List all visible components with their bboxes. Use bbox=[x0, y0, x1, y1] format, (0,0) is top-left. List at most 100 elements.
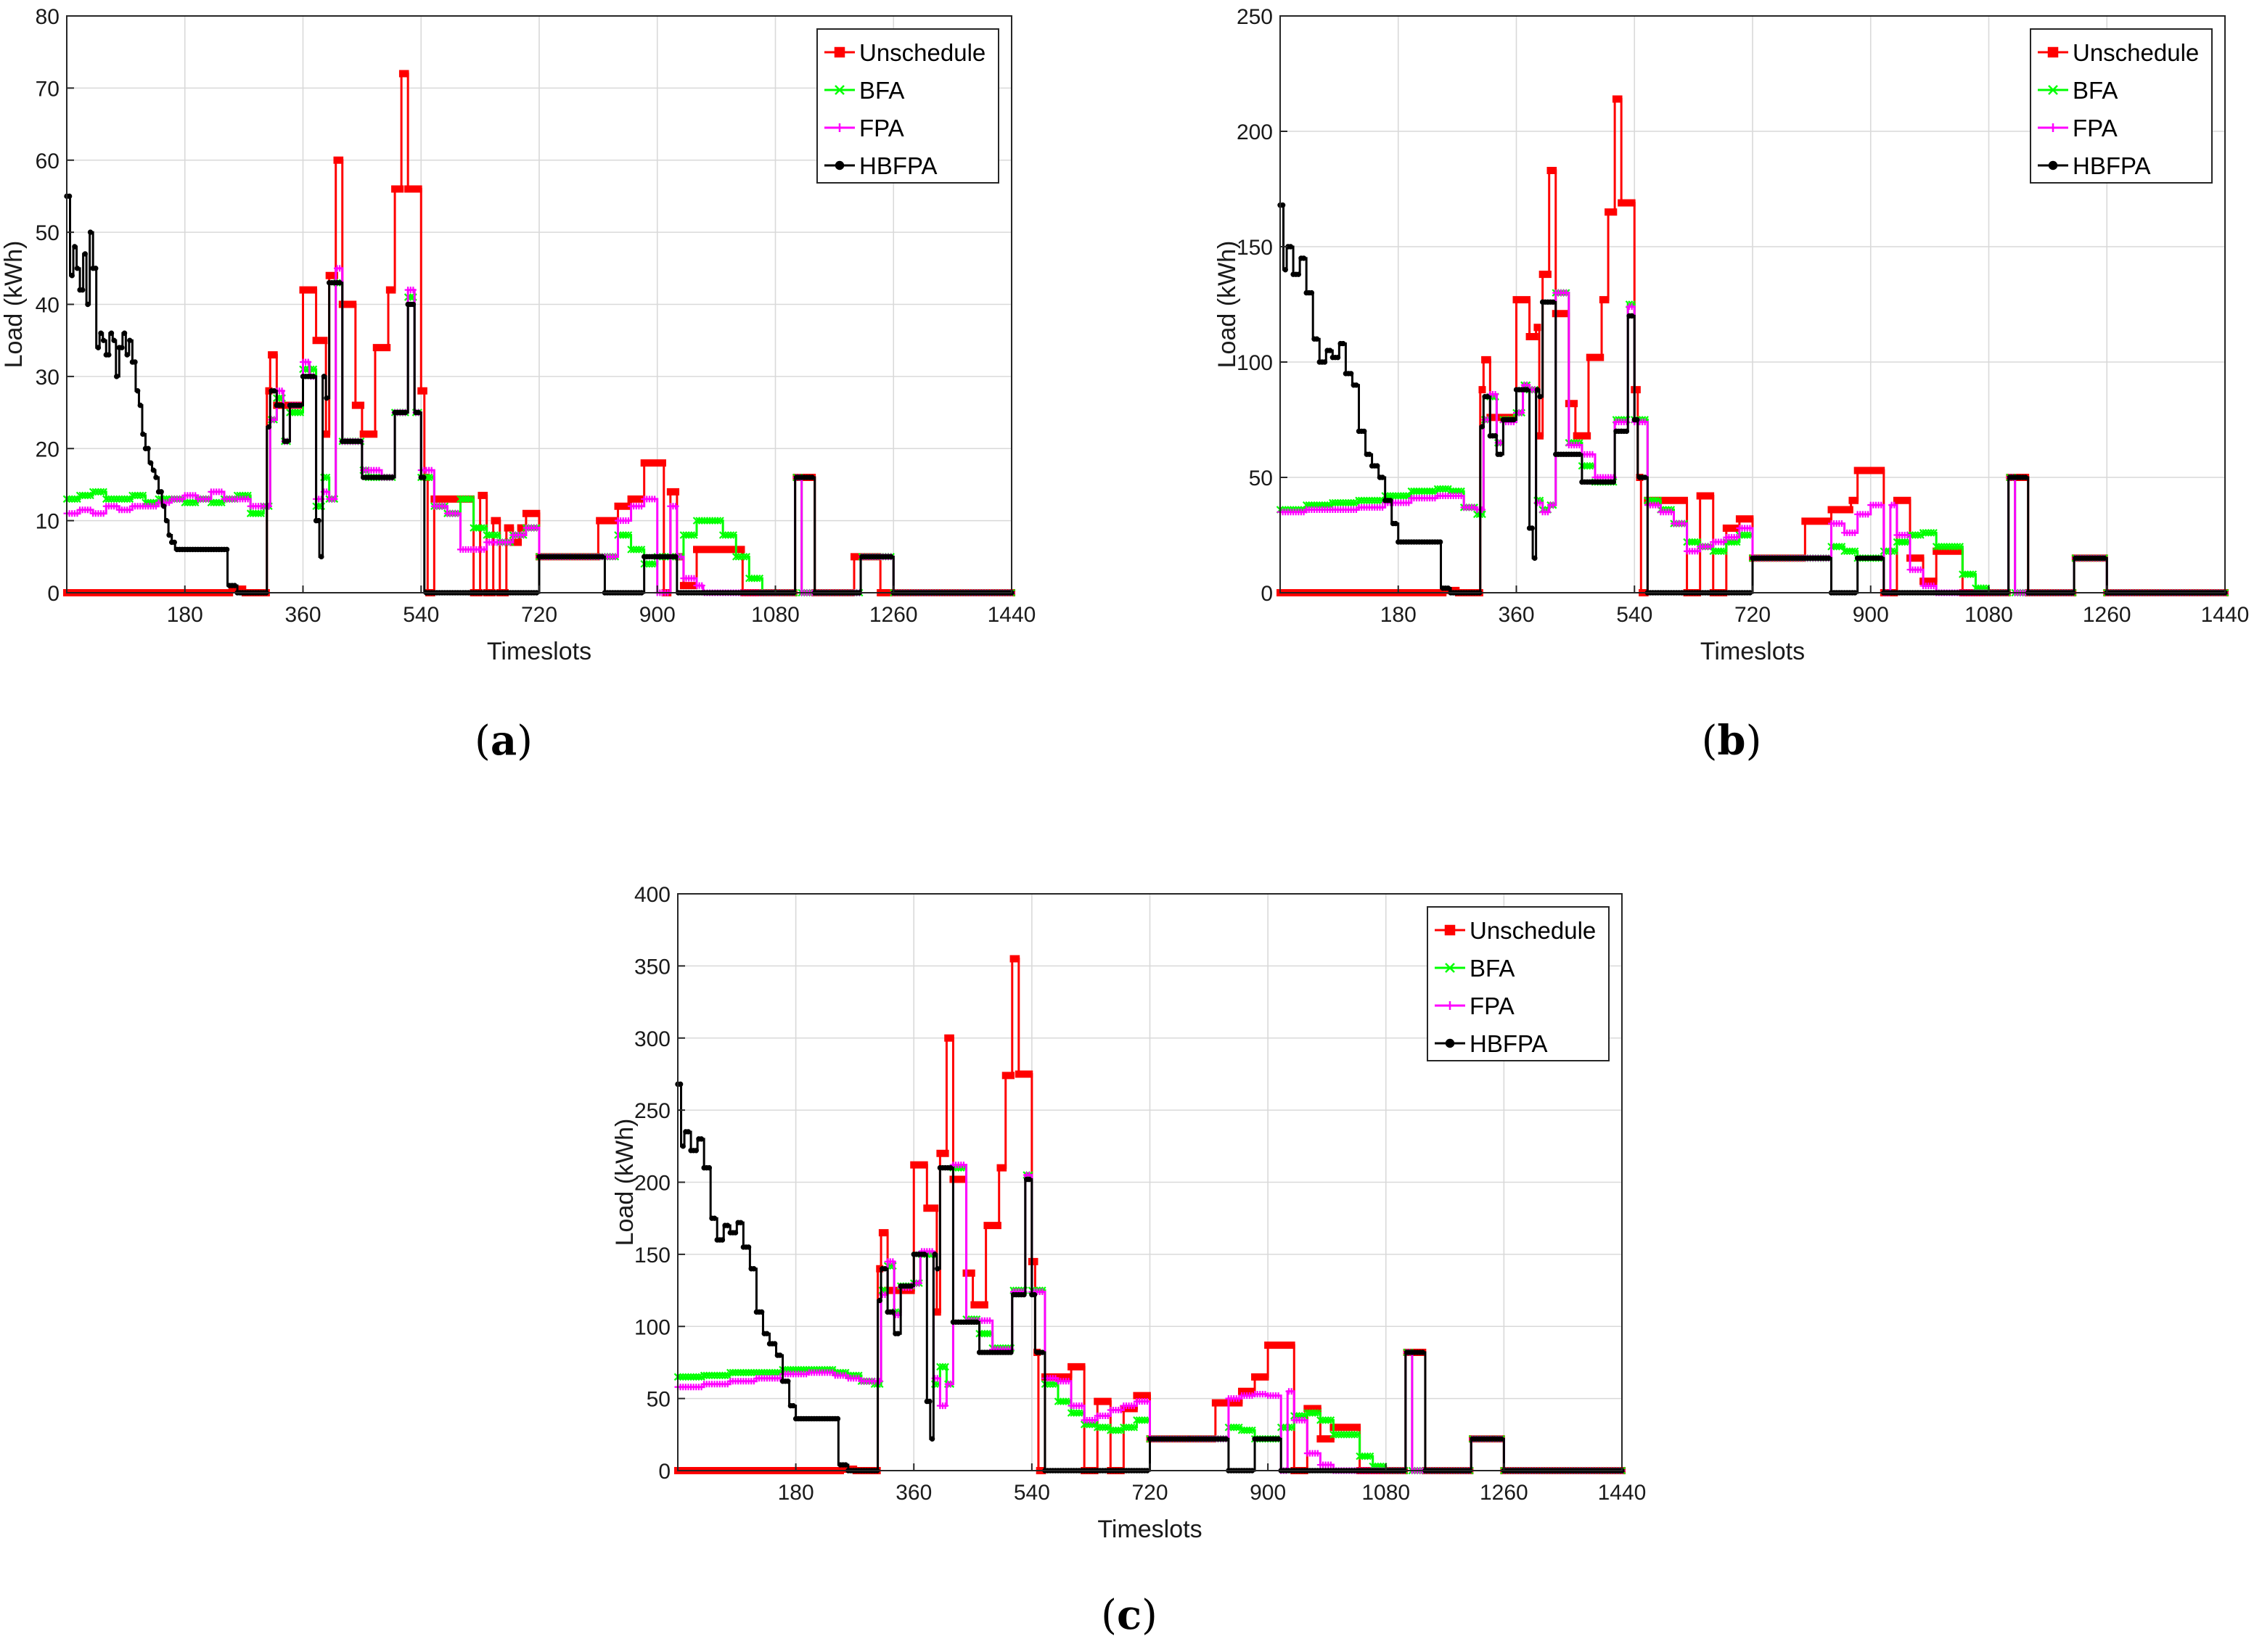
legend-label: BFA bbox=[859, 77, 904, 104]
x-axis-label: Timeslots bbox=[487, 638, 591, 665]
x-tick-label: 180 bbox=[167, 603, 203, 627]
legend-entry-bfa: BFA bbox=[2038, 77, 2118, 104]
y-tick-label: 200 bbox=[634, 1172, 671, 1196]
legend-label: Unschedule bbox=[2073, 39, 2199, 66]
y-tick-label: 250 bbox=[634, 1099, 671, 1123]
legend-marker bbox=[2048, 160, 2058, 170]
legend-label: HBFPA bbox=[2073, 152, 2151, 179]
legend-marker bbox=[1445, 1038, 1455, 1048]
x-axis-label: Timeslots bbox=[1700, 638, 1805, 665]
legend-label: HBFPA bbox=[1470, 1030, 1548, 1057]
x-axis-label: Timeslots bbox=[1097, 1516, 1202, 1543]
y-axis-label: Load (kWh) bbox=[0, 241, 28, 369]
x-tick-label: 360 bbox=[284, 603, 321, 627]
ticks: 180 360 540 720 900 1080 1260 1440 0 50 100 150 200 2… bbox=[1237, 5, 2249, 627]
legend-entry-hbfpa: HBFPA bbox=[1435, 1030, 1548, 1057]
series-group bbox=[673, 955, 1626, 1475]
x-tick-label: 540 bbox=[1616, 603, 1652, 627]
x-tick-label: 1260 bbox=[869, 603, 918, 627]
panel-label-a: (a) bbox=[475, 717, 533, 765]
x-tick-label: 1080 bbox=[1964, 603, 2013, 627]
chart-panel-a: 180 360 540 720 900 1080 1260 1440 0 10 20 30 40 50 60… bbox=[0, 5, 1036, 665]
y-tick-label: 50 bbox=[36, 221, 60, 245]
y-tick-label: 0 bbox=[47, 582, 60, 606]
legend-marker bbox=[834, 46, 845, 58]
legend-label: FPA bbox=[859, 115, 904, 141]
y-tick-label: 50 bbox=[1249, 467, 1273, 490]
x-tick-label: 720 bbox=[521, 603, 557, 627]
legend-marker bbox=[2048, 85, 2058, 95]
y-axis-label: Load (kWh) bbox=[611, 1119, 639, 1246]
y-tick-label: 0 bbox=[1261, 582, 1273, 606]
x-tick-label: 1080 bbox=[1361, 1481, 1410, 1505]
y-tick-label: 100 bbox=[1237, 351, 1273, 375]
legend-label: Unschedule bbox=[1470, 917, 1596, 944]
y-axis-label: Load (kWh) bbox=[1213, 241, 1241, 369]
legend-entry-unschedule: Unschedule bbox=[824, 39, 985, 66]
x-tick-label: 1080 bbox=[751, 603, 800, 627]
y-tick-label: 80 bbox=[36, 5, 60, 29]
x-tick-label: 720 bbox=[1131, 1481, 1168, 1505]
y-tick-label: 10 bbox=[36, 510, 60, 534]
legend-marker bbox=[835, 123, 844, 132]
ticks: 180 360 540 720 900 1080 1260 1440 0 10 20 30 40 50 60… bbox=[36, 5, 1036, 627]
legend-entry-hbfpa: HBFPA bbox=[2038, 152, 2151, 179]
legend-entry-hbfpa: HBFPA bbox=[824, 152, 938, 179]
x-tick-label: 180 bbox=[1380, 603, 1417, 627]
y-tick-label: 70 bbox=[36, 77, 60, 101]
x-tick-label: 1260 bbox=[1480, 1481, 1528, 1505]
y-tick-label: 150 bbox=[634, 1244, 671, 1267]
chart-panel-b: 180 360 540 720 900 1080 1260 1440 0 50 100 150 200 2… bbox=[1213, 5, 2249, 665]
legend-marker bbox=[1444, 924, 1456, 936]
x-tick-label: 720 bbox=[1734, 603, 1771, 627]
x-tick-label: 900 bbox=[1250, 1481, 1286, 1505]
y-tick-label: 200 bbox=[1237, 120, 1273, 144]
legend-marker bbox=[1445, 963, 1455, 973]
x-tick-label: 1440 bbox=[2201, 603, 2250, 627]
legend-entry-bfa: BFA bbox=[1435, 955, 1515, 982]
x-tick-label: 360 bbox=[896, 1481, 932, 1505]
y-tick-label: 60 bbox=[36, 149, 60, 173]
x-tick-label: 1440 bbox=[1598, 1481, 1647, 1505]
legend-label: Unschedule bbox=[859, 39, 985, 66]
y-tick-label: 100 bbox=[634, 1315, 671, 1339]
legend-entry-bfa: BFA bbox=[824, 77, 904, 104]
y-tick-label: 250 bbox=[1237, 5, 1273, 29]
legend-marker bbox=[835, 85, 845, 95]
x-tick-label: 900 bbox=[639, 603, 676, 627]
legend-entry-fpa: FPA bbox=[1435, 993, 1515, 1019]
legend-marker bbox=[2049, 123, 2057, 132]
legend-marker bbox=[835, 160, 845, 170]
legend-label: BFA bbox=[1470, 955, 1515, 982]
y-tick-label: 350 bbox=[634, 955, 671, 979]
y-tick-label: 30 bbox=[36, 366, 60, 390]
legend-label: BFA bbox=[2073, 77, 2118, 104]
y-tick-label: 50 bbox=[647, 1388, 671, 1412]
panel-label-b: (b) bbox=[1702, 717, 1762, 765]
legend-marker bbox=[1446, 1001, 1454, 1010]
legend-marker bbox=[2047, 46, 2059, 58]
x-tick-label: 540 bbox=[403, 603, 439, 627]
x-tick-label: 1260 bbox=[2083, 603, 2131, 627]
legend-box bbox=[816, 28, 999, 184]
y-tick-label: 300 bbox=[634, 1027, 671, 1051]
legend-entry-unschedule: Unschedule bbox=[1435, 917, 1596, 944]
legend-entry-unschedule: Unschedule bbox=[2038, 39, 2199, 66]
legend: Unschedule BFA FPA HBFPA bbox=[816, 28, 999, 184]
x-tick-label: 180 bbox=[778, 1481, 814, 1505]
x-tick-label: 1440 bbox=[988, 603, 1036, 627]
y-tick-label: 20 bbox=[36, 437, 60, 461]
ticks: 180 360 540 720 900 1080 1260 1440 0 50 100 150 200 2… bbox=[634, 883, 1646, 1505]
panel-label-c: (c) bbox=[1101, 1591, 1157, 1639]
legend-label: FPA bbox=[1470, 993, 1515, 1019]
chart-panel-c: 180 360 540 720 900 1080 1260 1440 0 50 100 150 200 2… bbox=[611, 883, 1646, 1543]
x-tick-label: 360 bbox=[1498, 603, 1534, 627]
y-tick-label: 0 bbox=[658, 1460, 671, 1484]
y-tick-label: 40 bbox=[36, 294, 60, 318]
legend-label: HBFPA bbox=[859, 152, 938, 179]
legend-entry-fpa: FPA bbox=[2038, 115, 2118, 141]
y-tick-label: 150 bbox=[1237, 236, 1273, 260]
x-tick-label: 900 bbox=[1853, 603, 1889, 627]
legend: Unschedule BFA FPA HBFPA bbox=[2030, 28, 2213, 184]
